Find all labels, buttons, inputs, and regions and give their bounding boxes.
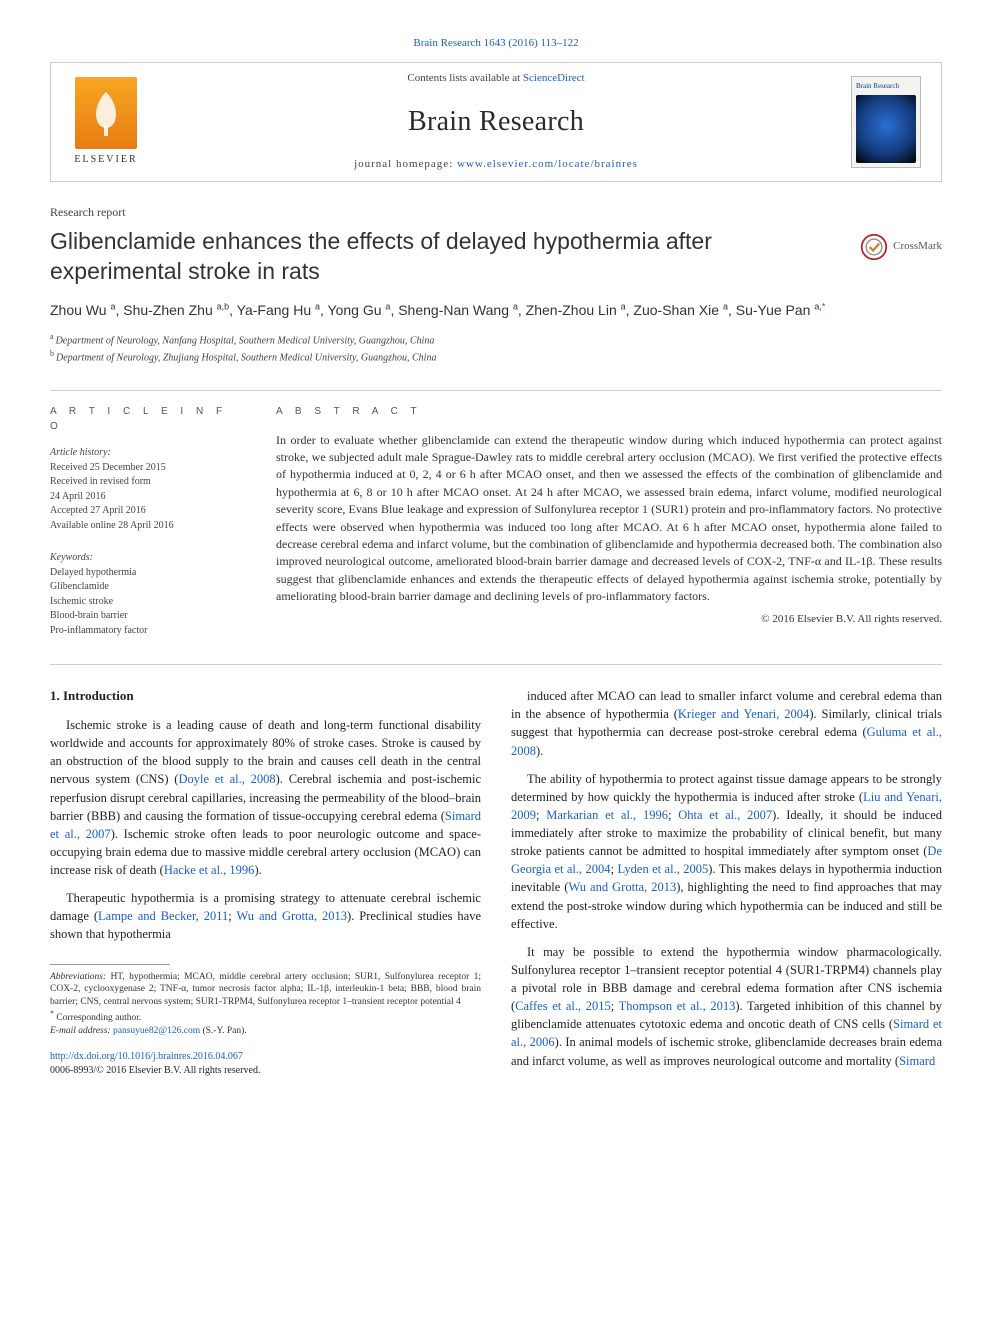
article-info-sidebar: A R T I C L E I N F O Article history: R… <box>50 405 240 638</box>
corr-label: Corresponding author. <box>56 1013 141 1023</box>
doi-block: http://dx.doi.org/10.1016/j.brainres.201… <box>50 1050 481 1079</box>
doi-link[interactable]: http://dx.doi.org/10.1016/j.brainres.201… <box>50 1051 243 1062</box>
masthead: ELSEVIER Contents lists available at Sci… <box>50 62 942 182</box>
article-type: Research report <box>50 204 942 221</box>
abstract-head: A B S T R A C T <box>276 405 942 420</box>
body-paragraph: It may be possible to extend the hypothe… <box>511 943 942 1070</box>
issn-line: 0006-8993/© 2016 Elsevier B.V. All right… <box>50 1065 260 1076</box>
cover-thumb-title: Brain Research <box>856 81 916 91</box>
keywords-body: Delayed hypothermiaGlibenclamideIschemic… <box>50 566 240 639</box>
sciencedirect-link[interactable]: ScienceDirect <box>523 72 585 84</box>
cover-thumb-image <box>856 95 916 163</box>
publisher-name: ELSEVIER <box>74 153 137 168</box>
abbreviations-line: Abbreviations: HT, hypothermia; MCAO, mi… <box>50 971 481 1009</box>
corr-asterisk: * <box>50 1009 54 1018</box>
contents-line: Contents lists available at ScienceDirec… <box>171 71 821 87</box>
running-head-link[interactable]: Brain Research 1643 (2016) 113–122 <box>413 37 578 49</box>
article-info-head: A R T I C L E I N F O <box>50 405 240 434</box>
footnote-block: Abbreviations: HT, hypothermia; MCAO, mi… <box>50 971 481 1038</box>
body-paragraph: Therapeutic hypothermia is a promising s… <box>50 889 481 943</box>
journal-title: Brain Research <box>171 102 821 143</box>
cover-block: Brain Research <box>831 68 941 176</box>
contents-prefix: Contents lists available at <box>407 72 522 84</box>
abstract-copyright: © 2016 Elsevier B.V. All rights reserved… <box>276 612 942 628</box>
email-line: E-mail address: pansuyue82@126.com (S.-Y… <box>50 1025 481 1038</box>
body-columns: 1. Introduction Ischemic stroke is a lea… <box>50 687 942 1080</box>
section-heading: 1. Introduction <box>50 687 481 706</box>
body-paragraph: Ischemic stroke is a leading cause of de… <box>50 716 481 879</box>
email-link[interactable]: pansuyue82@126.com <box>113 1026 200 1036</box>
publisher-block: ELSEVIER <box>51 69 161 176</box>
homepage-prefix: journal homepage: <box>354 158 457 170</box>
email-suffix: (S.-Y. Pan). <box>200 1026 247 1036</box>
crossmark-badge[interactable]: CrossMark <box>860 227 942 261</box>
abstract-block: A B S T R A C T In order to evaluate whe… <box>276 405 942 638</box>
email-label: E-mail address: <box>50 1026 113 1036</box>
keywords-label: Keywords: <box>50 551 240 566</box>
elsevier-tree-icon <box>75 77 137 149</box>
abbrev-label: Abbreviations: <box>50 972 106 982</box>
body-paragraph: The ability of hypothermia to protect ag… <box>511 770 942 933</box>
article-title: Glibenclamide enhances the effects of de… <box>50 227 840 286</box>
authors-line: Zhou Wu a, Shu-Zhen Zhu a,b, Ya-Fang Hu … <box>50 300 942 320</box>
body-column-left: 1. Introduction Ischemic stroke is a lea… <box>50 687 481 1080</box>
abbrev-text: HT, hypothermia; MCAO, middle cerebral a… <box>50 972 481 1008</box>
footnote-rule <box>50 964 170 965</box>
body-column-right: induced after MCAO can lead to smaller i… <box>511 687 942 1080</box>
journal-cover-thumb: Brain Research <box>851 76 921 168</box>
body-paragraph: induced after MCAO can lead to smaller i… <box>511 687 942 760</box>
section-divider <box>50 664 942 665</box>
homepage-link[interactable]: www.elsevier.com/locate/brainres <box>457 158 638 170</box>
crossmark-label: CrossMark <box>893 239 942 255</box>
crossmark-icon <box>860 233 888 261</box>
history-label: Article history: <box>50 446 240 461</box>
abstract-text: In order to evaluate whether glibenclami… <box>276 432 942 606</box>
history-body: Received 25 December 2015Received in rev… <box>50 461 240 534</box>
affiliations: aDepartment of Neurology, Nanfang Hospit… <box>50 331 942 367</box>
running-head: Brain Research 1643 (2016) 113–122 <box>50 36 942 52</box>
homepage-line: journal homepage: www.elsevier.com/locat… <box>171 157 821 173</box>
corresponding-line: * Corresponding author. <box>50 1009 481 1025</box>
